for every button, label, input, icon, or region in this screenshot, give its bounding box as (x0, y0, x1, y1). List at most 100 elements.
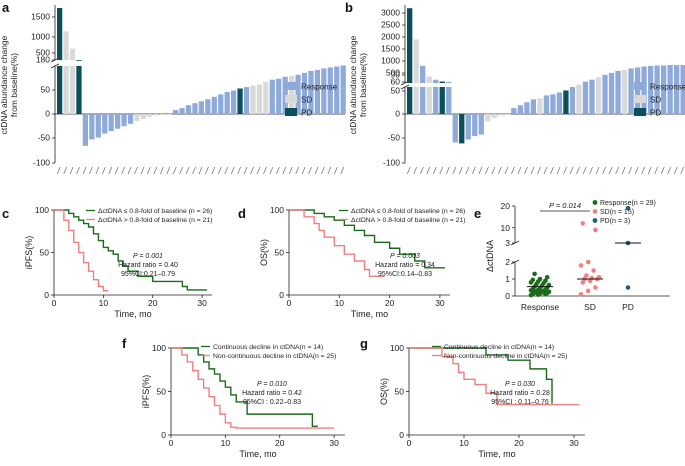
y-tick-label: 50 (395, 387, 405, 397)
sample-id-mark (537, 166, 541, 175)
y-tick-label: -50 (38, 133, 51, 143)
waterfall-bar (327, 67, 333, 114)
sample-id-mark (314, 166, 319, 175)
waterfall-bar (166, 114, 172, 115)
x-tick-label: 20 (514, 438, 524, 448)
sample-id-mark (230, 166, 235, 175)
waterfall-bar (465, 114, 471, 140)
y-tick-label: 180 (36, 55, 50, 65)
sample-id-mark (576, 166, 580, 175)
legend-label: PD (650, 109, 661, 118)
y-axis-label: from baseline(%) (9, 53, 19, 117)
x-tick-label: 30 (435, 298, 445, 308)
legend-swatch (285, 82, 297, 90)
y-tick-label: 50 (41, 85, 51, 95)
y-tick-label: 500 (36, 48, 50, 58)
panel-label-a: a (2, 0, 10, 15)
panel-label-f: f (122, 336, 127, 351)
x-tick-label: 30 (569, 438, 579, 448)
waterfall-bar (237, 88, 243, 114)
sample-id-mark (654, 166, 658, 175)
x-tick-label: 10 (459, 438, 469, 448)
stat-text: P = 0.010 (257, 381, 287, 388)
waterfall-bar (589, 79, 595, 114)
waterfall-bar (628, 68, 634, 114)
sample-id-mark (160, 166, 164, 175)
x-tick-label: 10 (99, 298, 109, 308)
waterfall-bar (295, 74, 301, 114)
waterfall-bar (76, 66, 82, 114)
sample-id-mark (263, 166, 267, 175)
sample-id-mark (237, 166, 241, 175)
legend-label: Continuous decline in ctDNA(n = 14) (444, 344, 554, 351)
waterfall-bar (439, 87, 445, 114)
sample-id-mark (250, 166, 254, 175)
waterfall-bar (218, 94, 224, 114)
sample-id-mark (504, 166, 509, 175)
waterfall-bar (127, 114, 134, 124)
sample-id-mark (308, 166, 312, 175)
y-tick-label: 0 (45, 109, 50, 119)
waterfall-bar (314, 69, 321, 114)
waterfall-bar (550, 94, 556, 114)
sample-id-mark (406, 166, 411, 175)
y-axis-label: from baseline(%) (358, 53, 368, 117)
legend-dot (592, 209, 598, 214)
waterfall-bar (198, 101, 205, 114)
waterfall-bar (321, 68, 327, 114)
sample-id-mark (420, 166, 424, 175)
sample-id-mark (205, 166, 209, 175)
legend-swatch (634, 82, 646, 90)
axis-break-mark (400, 84, 410, 90)
legend-label: Response (650, 83, 685, 92)
sample-id-mark (426, 166, 431, 175)
waterfall-bar (153, 114, 159, 116)
waterfall-bar (602, 74, 608, 114)
y-tick-label: 100 (35, 205, 49, 215)
sample-id-mark (595, 166, 600, 175)
y-tick-label: 50 (275, 248, 285, 258)
survival-curve-red (171, 347, 335, 429)
waterfall-bar-upper (63, 31, 69, 60)
survival-curve-green (289, 209, 445, 269)
waterfall-bar (140, 114, 147, 119)
sample-id-mark (166, 166, 171, 175)
y-tick-label: 1000 (381, 56, 400, 66)
sample-id-mark (340, 166, 345, 175)
legend-label: Continuous decline in ctDNA(n = 14) (213, 344, 323, 351)
y-tick-label: 0 (395, 109, 400, 119)
y-tick-label: 50 (40, 248, 50, 258)
sample-id-mark (628, 166, 632, 175)
legend-label: SD(n = 15) (600, 209, 634, 216)
waterfall-bar (115, 114, 121, 129)
y-tick-label: 100 (270, 205, 284, 215)
waterfall-bar (576, 84, 582, 114)
survival-curve-green (171, 347, 318, 427)
waterfall-bar (82, 114, 89, 146)
survival-curve-green (409, 347, 553, 404)
y-tick-label: 100 (152, 343, 166, 353)
y-tick-label: -50 (388, 133, 401, 143)
stat-text: P = 0.003 (390, 253, 420, 260)
sample-id-mark (413, 166, 418, 175)
sample-id-mark (673, 166, 678, 175)
x-tick-label: 10 (335, 298, 345, 308)
waterfall-bar (491, 114, 497, 118)
legend-label: Response(n = 29) (600, 200, 656, 207)
data-point-sd (580, 280, 586, 285)
sample-id-mark (243, 166, 248, 175)
y-tick-label: 0 (44, 290, 49, 300)
sample-id-mark (465, 166, 470, 175)
data-point-pd (625, 205, 631, 211)
data-point-sd (578, 292, 584, 297)
data-point-response (537, 276, 543, 282)
sample-id-mark (276, 166, 280, 175)
waterfall-bar (289, 75, 295, 114)
y-tick-label: 2500 (381, 20, 400, 30)
waterfall-bar-upper (439, 81, 445, 83)
sample-id-mark (334, 166, 338, 175)
sample-id-mark (530, 166, 535, 175)
y-tick-label: 3000 (381, 8, 400, 18)
sample-id-mark (140, 166, 145, 175)
data-point-sd (578, 263, 584, 268)
